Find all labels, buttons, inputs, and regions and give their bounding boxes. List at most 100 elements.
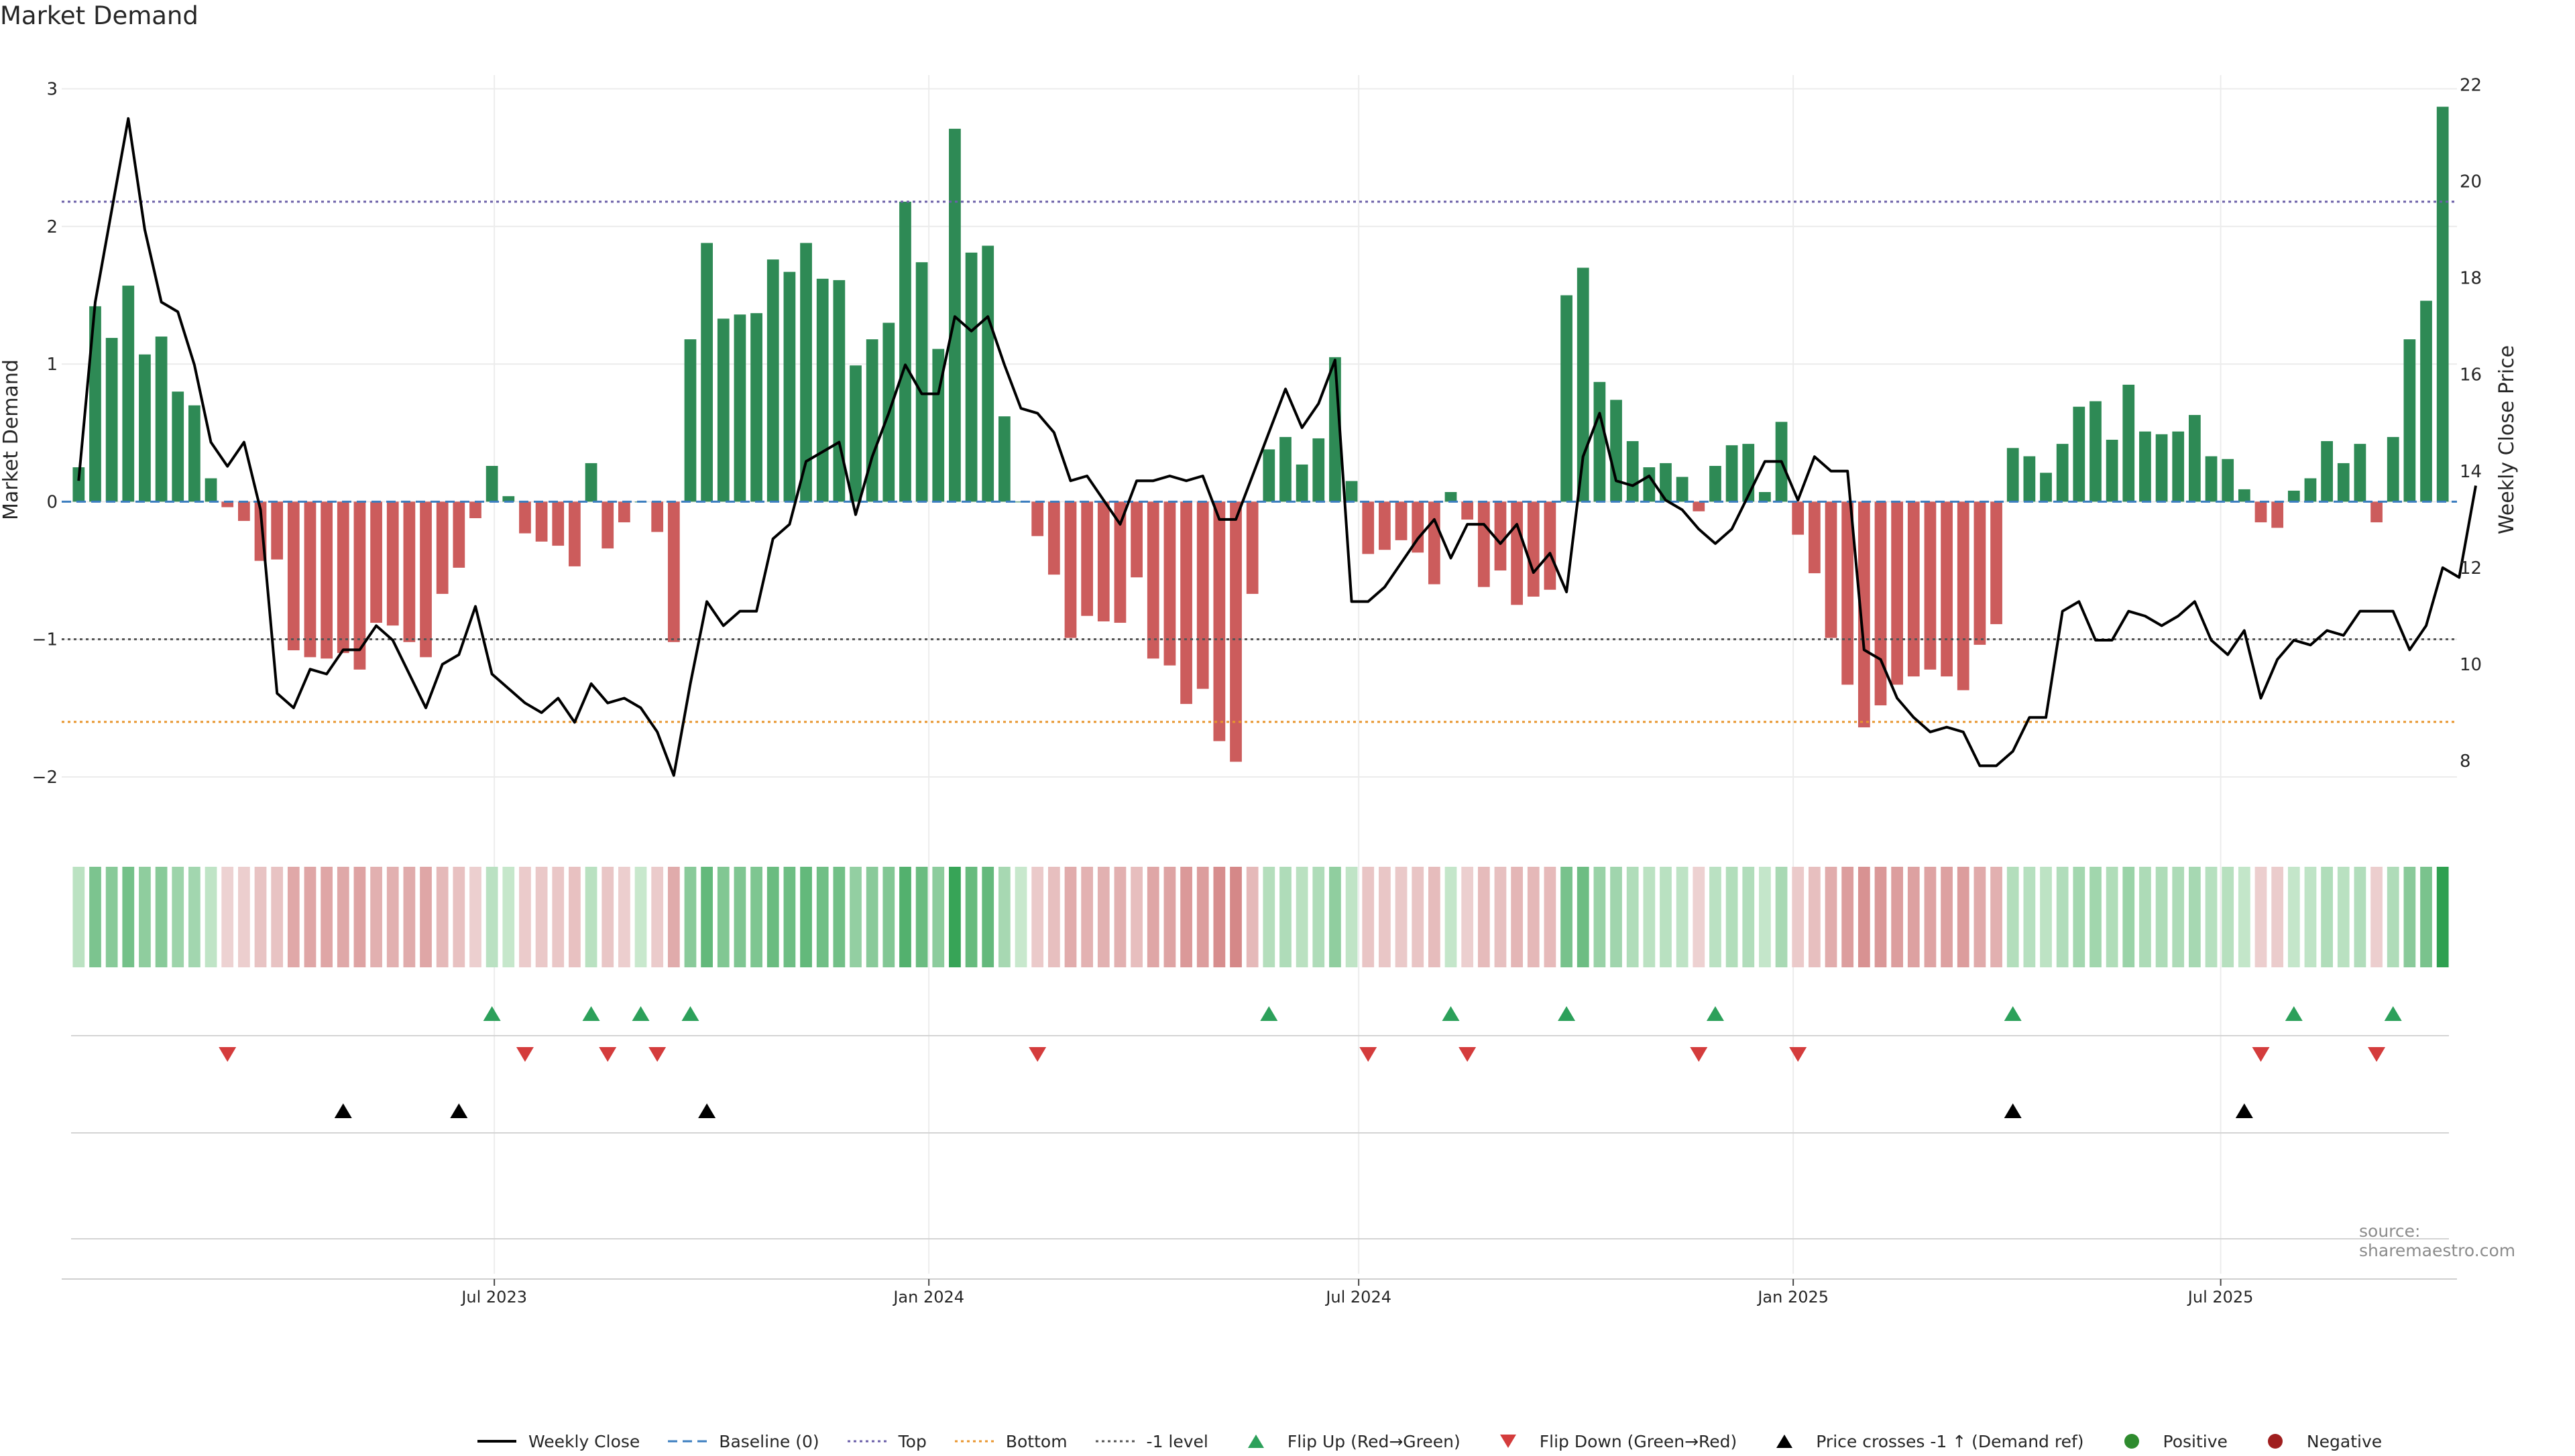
heat-strip-cell: [1660, 867, 1672, 967]
demand-bar-positive: [1560, 295, 1572, 502]
demand-bar-positive: [2403, 339, 2416, 502]
demand-bar-negative: [2370, 501, 2383, 523]
heat-strip-cell: [684, 867, 697, 967]
demand-bar-positive: [1593, 381, 1606, 502]
heat-strip-cell: [1907, 867, 1920, 967]
flip-down-marker: [1789, 1047, 1807, 1062]
demand-bar-positive: [139, 354, 151, 502]
legend-item: Flip Up (Red→Green): [1235, 1431, 1461, 1451]
demand-bar-negative: [1147, 501, 1159, 659]
left-tick-label: −2: [32, 768, 58, 788]
heat-strip-cell: [321, 867, 333, 967]
heat-strip-cell: [618, 867, 630, 967]
demand-bar-positive: [2420, 300, 2432, 502]
heat-strip-cell: [172, 867, 184, 967]
legend-marker: [1499, 1435, 1516, 1448]
heat-strip-cell: [651, 867, 664, 967]
left-axis-label: Market Demand: [0, 359, 23, 520]
heat-strip-cell: [1163, 867, 1176, 967]
demand-bar-negative: [337, 501, 349, 654]
heat-strip-cell: [469, 867, 481, 967]
demand-bar-negative: [1891, 501, 1904, 685]
demand-bar-positive: [1709, 466, 1721, 502]
heat-strip-cell: [899, 867, 911, 967]
heat-strip-cell: [1643, 867, 1656, 967]
heat-strip-cell: [1329, 867, 1341, 967]
demand-bar-negative: [1973, 501, 1986, 645]
demand-bar-negative: [1412, 501, 1424, 553]
heat-strip-cell: [1544, 867, 1556, 967]
demand-bar-negative: [1230, 501, 1242, 762]
demand-bar-positive: [2090, 401, 2102, 502]
heat-strip-cell: [2304, 867, 2317, 967]
heat-strip-cell: [1180, 867, 1192, 967]
heat-strip-cell: [1874, 867, 1887, 967]
demand-bar-positive: [998, 416, 1011, 502]
heat-strip-cell: [1626, 867, 1639, 967]
demand-bar-positive: [766, 259, 779, 502]
demand-bar-positive: [2287, 490, 2300, 502]
demand-bar-positive: [2387, 436, 2399, 502]
heat-strip-cell: [254, 867, 267, 967]
price-cross-marker: [2235, 1103, 2253, 1118]
heat-strip-cell: [337, 867, 349, 967]
demand-bar-negative: [1494, 501, 1507, 571]
x-tick-label: Jan 2024: [892, 1288, 964, 1307]
demand-bar-negative: [221, 501, 234, 507]
demand-bar-positive: [701, 243, 713, 502]
demand-bar-negative: [436, 501, 449, 594]
demand-bar-positive: [1626, 441, 1639, 502]
demand-bar-positive: [949, 129, 961, 502]
demand-bar-positive: [122, 286, 135, 502]
heat-strip-cell: [1263, 867, 1275, 967]
heat-strip-cell: [1577, 867, 1589, 967]
heat-strip-cell: [701, 867, 713, 967]
heat-strip-cell: [998, 867, 1011, 967]
heat-strip-cell: [353, 867, 366, 967]
demand-bar-positive: [783, 271, 796, 502]
heat-strip-cell: [2222, 867, 2234, 967]
flip-up-marker: [2004, 1006, 2022, 1021]
flip-up-marker: [582, 1006, 600, 1021]
heat-strip-cell: [1725, 867, 1738, 967]
heat-strip-cell: [1213, 867, 1226, 967]
demand-bar-negative: [287, 501, 300, 651]
legend-marker: [2124, 1434, 2139, 1449]
heat-strip-cell: [1147, 867, 1159, 967]
demand-bar-positive: [2238, 489, 2250, 502]
heat-strip-cell: [1693, 867, 1705, 967]
legend-item: Price crosses -1 ↑ (Demand ref): [1764, 1431, 2084, 1451]
demand-bar-positive: [833, 280, 846, 502]
demand-bar-negative: [1527, 501, 1540, 597]
legend-item: Flip Down (Green→Red): [1487, 1431, 1737, 1451]
flip-down-marker: [599, 1047, 617, 1062]
demand-bar-negative: [1114, 501, 1127, 623]
heat-strip-cell: [1296, 867, 1308, 967]
demand-bar-negative: [469, 501, 481, 519]
flip-up-marker: [1442, 1006, 1460, 1021]
heat-strip-cell: [453, 867, 465, 967]
heat-strip-cell: [304, 867, 317, 967]
demand-bar-positive: [1660, 463, 1672, 502]
flip-up-marker: [1706, 1006, 1724, 1021]
demand-bar-positive: [2139, 431, 2151, 502]
legend-item: Bottom: [954, 1431, 1068, 1451]
heat-strip-cell: [2271, 867, 2284, 967]
demand-bar-negative: [1428, 501, 1440, 585]
heat-strip-cell: [1114, 867, 1127, 967]
heat-strip-cell: [287, 867, 300, 967]
heat-strip-cell: [1279, 867, 1292, 967]
demand-bar-negative: [535, 501, 548, 542]
heat-strip-cell: [949, 867, 961, 967]
heat-strip-cell: [1825, 867, 1837, 967]
heat-strip-cell: [1990, 867, 2002, 967]
heat-strip-cell: [1230, 867, 1242, 967]
demand-bar-positive: [684, 339, 697, 502]
heat-strip-cell: [2122, 867, 2135, 967]
x-tick-label: Jan 2025: [1756, 1288, 1829, 1307]
demand-bar-positive: [89, 306, 101, 502]
demand-bar-negative: [353, 501, 366, 670]
demand-bar-negative: [321, 501, 333, 659]
demand-bar-positive: [2122, 384, 2135, 502]
right-tick-label: 10: [2460, 655, 2482, 675]
